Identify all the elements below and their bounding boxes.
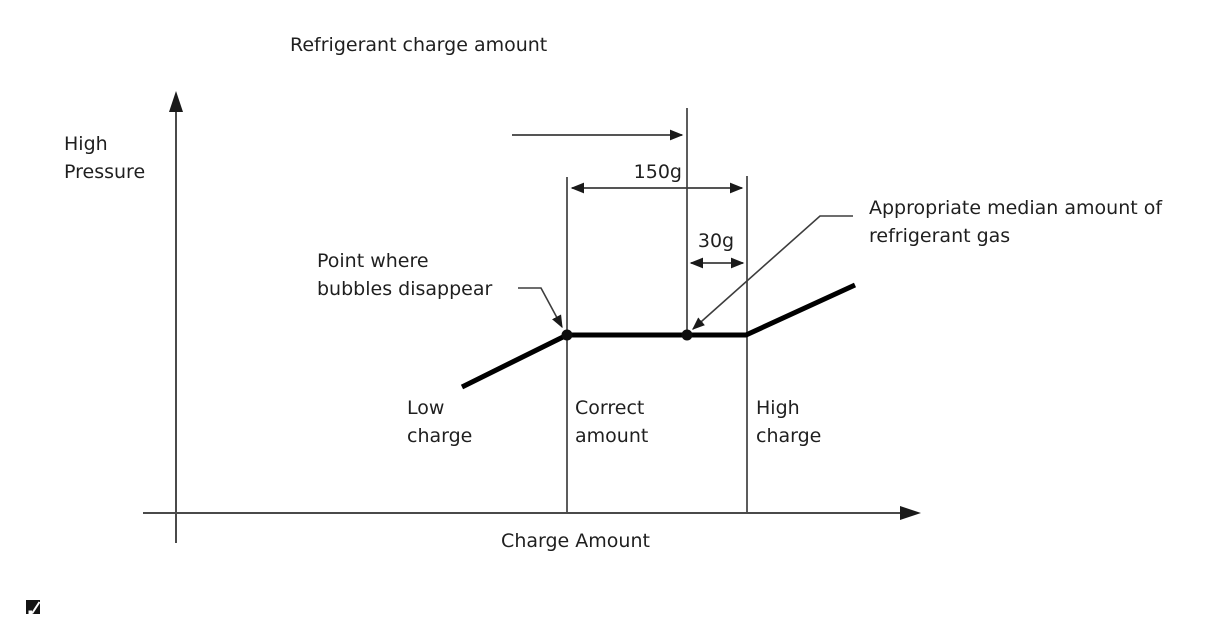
chart-title: Refrigerant charge amount <box>290 34 548 56</box>
dimension-label-150g: 150g <box>633 161 682 183</box>
region-label-correct-amount: Correct amount <box>575 394 648 450</box>
x-axis <box>143 506 921 520</box>
x-axis-arrow-icon <box>900 506 921 520</box>
region-correct-line2: amount <box>575 425 649 447</box>
pressure-curve <box>460 282 857 390</box>
region-low-line2: charge <box>407 425 473 447</box>
region-correct-line1: Correct <box>575 397 645 419</box>
callout-line-median <box>692 215 853 330</box>
x-axis-label: Charge Amount <box>501 530 650 552</box>
callout-line-bubbles <box>518 287 563 329</box>
callout-median-label: Appropriate median amount of refrigerant… <box>869 194 1162 250</box>
region-high-line1: High <box>756 397 800 419</box>
y-axis-label: High Pressure <box>64 130 145 186</box>
region-high-line2: charge <box>756 425 822 447</box>
dimension-label-30g: 30g <box>697 230 735 252</box>
y-axis <box>169 91 183 543</box>
region-low-line1: Low <box>407 397 445 419</box>
callout-bubbles-line1: Point where <box>317 250 429 272</box>
point-median-amount <box>681 329 693 341</box>
callout-median-line2: refrigerant gas <box>869 225 1011 247</box>
region-label-low-charge: Low charge <box>407 394 472 450</box>
callout-bubbles-line2: bubbles disappear <box>317 278 493 300</box>
region-label-high-charge: High charge <box>756 394 821 450</box>
point-bubbles-disappear <box>561 329 573 341</box>
image-anchor-icon <box>26 600 41 615</box>
callout-median-line1: Appropriate median amount of <box>869 197 1163 219</box>
callout-bubbles-label: Point where bubbles disappear <box>317 247 492 303</box>
y-axis-label-line2: Pressure <box>64 161 146 183</box>
y-axis-label-line1: High <box>64 133 108 155</box>
y-axis-arrow-icon <box>169 91 183 112</box>
